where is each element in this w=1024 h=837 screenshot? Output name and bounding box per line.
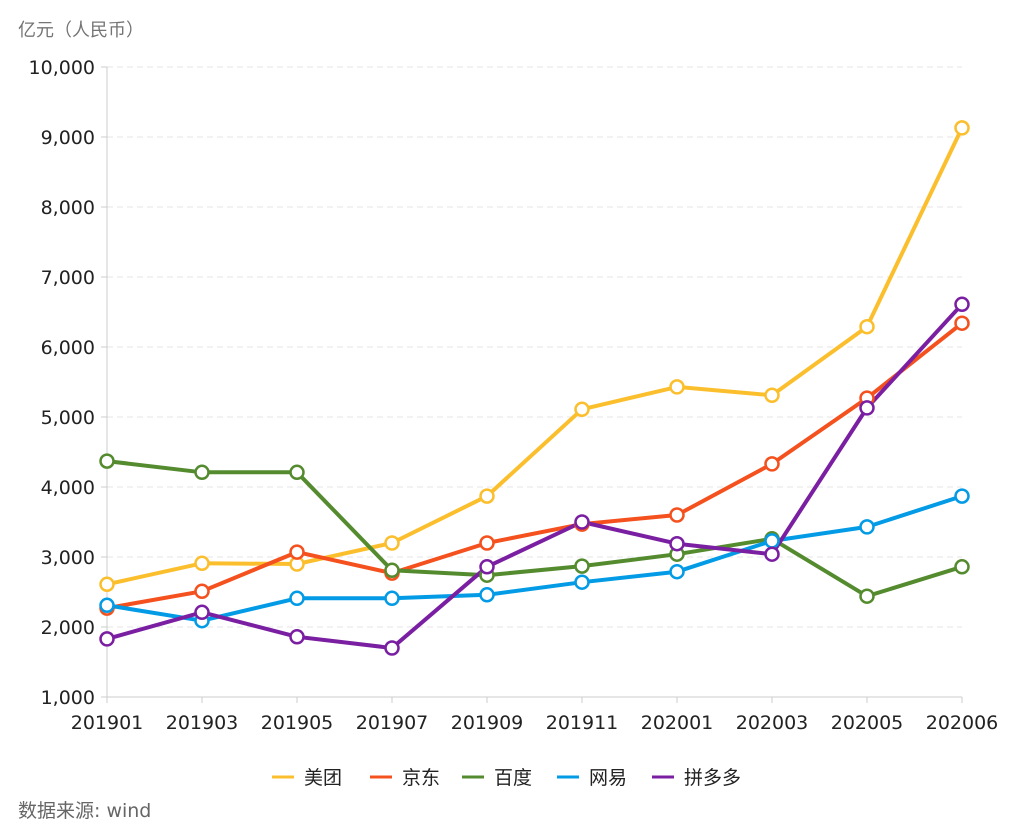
data-point (859, 400, 875, 416)
x-tick-label: 202001 (641, 712, 714, 734)
data-point (764, 456, 780, 472)
x-tick-label: 201907 (356, 712, 429, 734)
data-point (764, 533, 780, 549)
data-point (289, 590, 305, 607)
data-point (384, 640, 400, 656)
data-point (574, 574, 590, 590)
series-line-拼多多 (106, 302, 964, 650)
legend-label: 美团 (304, 767, 342, 789)
x-tick-label: 202006 (926, 712, 999, 734)
data-point (384, 535, 400, 551)
x-tick-label: 201903 (166, 712, 239, 734)
data-point (859, 519, 875, 535)
data-point (954, 488, 970, 504)
y-tick-label: 6,000 (41, 337, 95, 359)
y-tick-label: 4,000 (41, 477, 95, 499)
data-point (99, 631, 115, 647)
series-line-美团 (106, 127, 964, 587)
data-point (574, 514, 590, 530)
data-point (669, 507, 685, 523)
data-point (99, 597, 115, 614)
y-tick-label: 9,000 (41, 127, 95, 149)
legend-label: 网易 (589, 767, 627, 789)
data-point (954, 559, 970, 575)
y-tick-label: 3,000 (41, 547, 95, 569)
y-tick-label: 10,000 (29, 57, 95, 79)
data-point (384, 562, 400, 579)
data-point (574, 401, 590, 418)
data-point (479, 559, 495, 575)
legend-label: 百度 (494, 767, 532, 789)
data-point (954, 315, 970, 331)
data-source-note: 数据来源: wind (18, 800, 152, 822)
data-point (194, 555, 210, 572)
data-point (194, 583, 210, 600)
data-point (954, 296, 970, 313)
data-point (289, 544, 305, 560)
series-line-网易 (106, 494, 963, 623)
data-point (669, 535, 685, 552)
data-point (764, 546, 780, 562)
y-axis-unit-label: 亿元（人民币） (18, 20, 144, 41)
legend-label: 拼多多 (684, 767, 741, 789)
y-tick-label: 8,000 (41, 197, 95, 219)
y-tick-label: 7,000 (41, 267, 95, 289)
data-point (289, 464, 305, 481)
y-tick-label: 5,000 (41, 407, 95, 429)
data-point (289, 629, 305, 645)
data-point (859, 318, 875, 335)
x-tick-label: 202003 (736, 712, 809, 734)
x-tick-label: 201911 (546, 712, 619, 734)
data-point (194, 464, 210, 481)
series-line-京东 (106, 321, 964, 611)
y-tick-label: 2,000 (41, 617, 95, 639)
data-point (99, 453, 115, 469)
series-line-百度 (106, 459, 963, 599)
data-point (384, 590, 400, 607)
data-point (194, 604, 210, 621)
data-point (954, 120, 970, 136)
data-point (669, 563, 685, 580)
data-point (99, 576, 115, 593)
y-tick-label: 1,000 (41, 687, 95, 709)
data-point (479, 587, 495, 603)
legend-label: 京东 (402, 767, 440, 789)
x-tick-label: 201909 (451, 712, 524, 734)
data-point (764, 387, 780, 404)
data-point (479, 488, 495, 504)
x-tick-label: 201905 (261, 712, 334, 734)
x-tick-label: 202005 (831, 712, 904, 734)
data-point (859, 588, 875, 604)
data-point (669, 379, 685, 395)
x-tick-label: 201901 (71, 712, 144, 734)
data-point (479, 535, 495, 551)
data-point (574, 558, 590, 574)
